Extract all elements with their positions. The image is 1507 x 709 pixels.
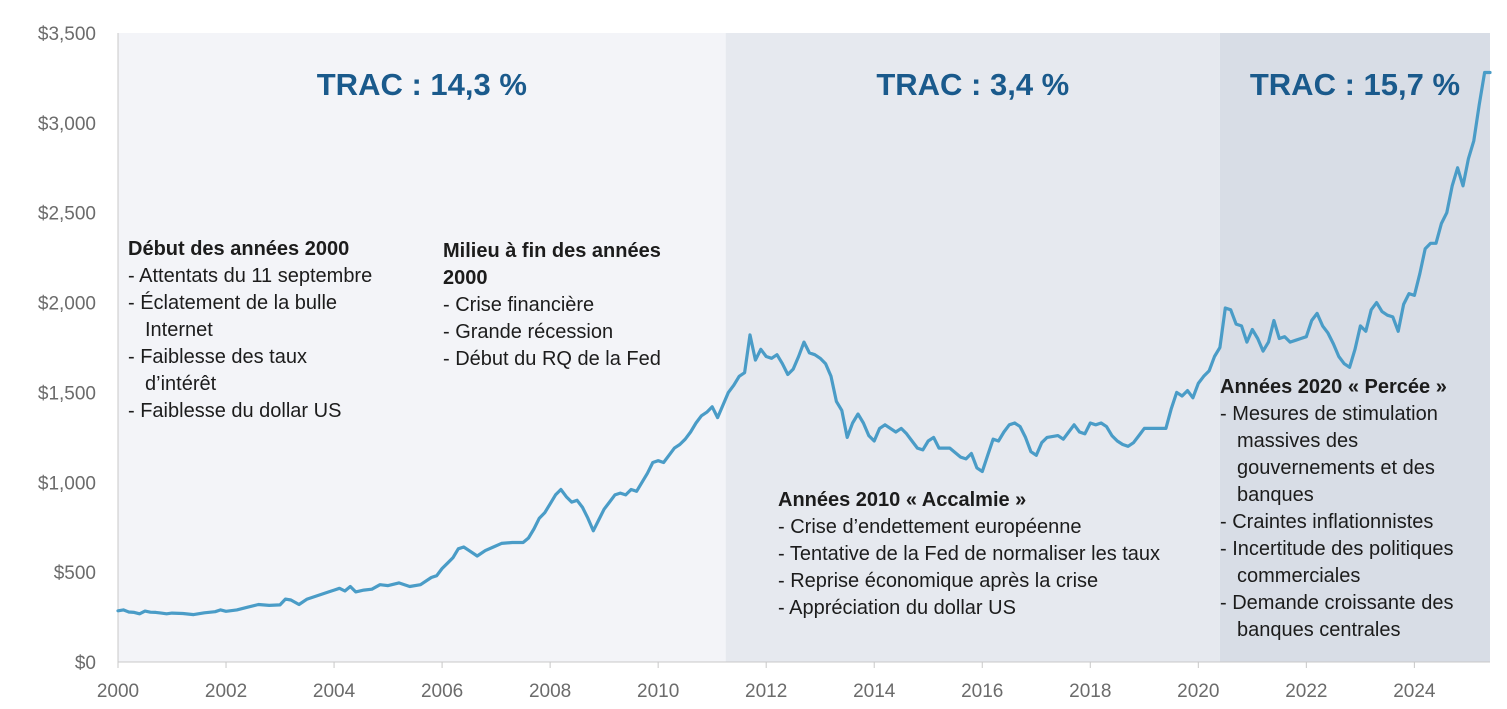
price-series — [116, 70, 1492, 617]
annotation-heading: Milieu à fin des années 2000 — [443, 240, 661, 289]
x-tick-label: 2010 — [637, 681, 679, 702]
annotation-item: - Tentative de la Fed de normaliser les … — [778, 543, 1161, 565]
y-tick-label: $2,500 — [38, 204, 96, 225]
y-tick-label: $1,000 — [38, 473, 96, 494]
price-line — [116, 70, 1492, 617]
y-tick-label: $3,000 — [38, 114, 96, 135]
period-regions — [118, 33, 1490, 662]
x-tick-label: 2002 — [205, 681, 247, 702]
y-tick-label: $0 — [75, 653, 96, 674]
y-tick-label: $500 — [54, 563, 96, 584]
annotation-item: - Faiblesse des taux d’intérêt — [128, 346, 307, 395]
x-tick-label: 2020 — [1177, 681, 1219, 702]
y-tick-label: $3,500 — [38, 24, 96, 45]
annotation-mid-2000s: Milieu à fin des années 2000 - Crise fin… — [443, 238, 703, 373]
x-tick-label: 2018 — [1069, 681, 1111, 702]
x-tick-label: 2000 — [97, 681, 139, 702]
cagr-label: TRAC : 15,7 % — [1250, 67, 1460, 102]
y-tick-label: $2,000 — [38, 294, 96, 315]
annotation-2020s: Années 2020 « Percée » - Mesures de stim… — [1220, 374, 1502, 644]
annotation-item: - Demande croissante des banques central… — [1220, 592, 1454, 641]
annotation-heading: Début des années 2000 — [128, 238, 350, 260]
annotation-heading: Années 2020 « Percée » — [1220, 376, 1447, 398]
x-tick-label: 2008 — [529, 681, 571, 702]
annotation-item: - Crise d’endettement européenne — [778, 516, 1082, 538]
x-tick-label: 2014 — [853, 681, 896, 702]
annotation-item: - Mesures de stimulation massives des go… — [1220, 403, 1438, 506]
annotation-item: - Attentats du 11 septembre — [128, 265, 373, 287]
annotation-item: - Incertitude des politiques commerciale… — [1220, 538, 1454, 587]
annotation-item: - Reprise économique après la crise — [778, 570, 1099, 592]
annotation-item: - Crise financière — [443, 294, 595, 316]
y-tick-label: $1,500 — [38, 383, 96, 404]
x-tick-label: 2004 — [313, 681, 356, 702]
annotation-item: - Éclatement de la bulle Internet — [128, 292, 338, 341]
x-tick-label: 2024 — [1393, 681, 1436, 702]
annotation-early-2000s: Début des années 2000 - Attentats du 11 … — [128, 236, 428, 425]
axes: $0 $500 $1,000 $1,500 $2,000 $2,500 $3,000 $3,5… — [38, 24, 1490, 702]
x-tick-label: 2022 — [1285, 681, 1327, 702]
annotation-item: - Craintes inflationnistes — [1220, 511, 1434, 533]
period-region — [118, 33, 726, 662]
period-cagr-labels: TRAC : 14,3 % TRAC : 3,4 % TRAC : 15,7 % — [317, 67, 1460, 102]
annotation-item: - Grande récession — [443, 321, 614, 343]
annotation-item: - Début du RQ de la Fed — [443, 348, 661, 370]
annotation-item: - Appréciation du dollar US — [778, 597, 1016, 619]
annotation-2010s: Années 2010 « Accalmie » - Crise d’endet… — [778, 487, 1178, 622]
annotation-item: - Faiblesse du dollar US — [128, 400, 342, 422]
annotation-heading: Années 2010 « Accalmie » — [778, 489, 1027, 511]
cagr-label: TRAC : 14,3 % — [317, 67, 527, 102]
cagr-label: TRAC : 3,4 % — [876, 67, 1069, 102]
x-tick-label: 2006 — [421, 681, 463, 702]
x-tick-label: 2012 — [745, 681, 787, 702]
x-tick-label: 2016 — [961, 681, 1003, 702]
